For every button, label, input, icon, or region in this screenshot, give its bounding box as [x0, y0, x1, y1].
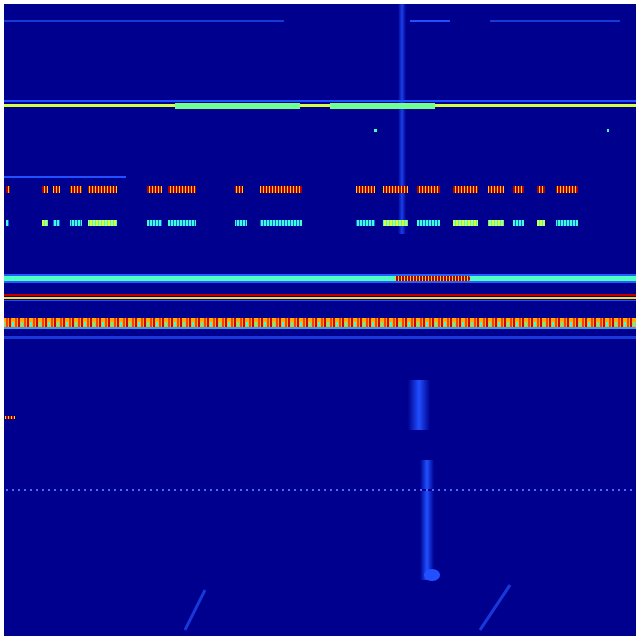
segment: [556, 186, 578, 193]
segment: [6, 186, 10, 193]
segment: [356, 186, 375, 193]
segment: [453, 186, 478, 193]
segment: [356, 220, 375, 226]
segment: [147, 220, 162, 226]
mixed-band: [4, 318, 636, 327]
faint-line: [490, 20, 620, 22]
segment: [488, 220, 504, 226]
green-segment: [330, 103, 435, 109]
segment: [537, 186, 545, 193]
segment: [168, 186, 196, 193]
faint-line: [4, 100, 636, 102]
segment: [488, 186, 504, 193]
segment: [6, 220, 9, 226]
green-segment: [175, 103, 300, 109]
segment: [235, 220, 247, 226]
segment: [42, 186, 48, 193]
yellow-line: [4, 104, 636, 107]
segment: [513, 220, 524, 226]
faint-line: [4, 20, 284, 22]
segment: [383, 186, 408, 193]
segment: [53, 220, 60, 226]
segment: [537, 220, 545, 226]
segment: [417, 220, 440, 226]
red-line: [4, 294, 636, 296]
small-mark: [607, 129, 609, 132]
small-mark: [374, 129, 377, 132]
segment: [168, 220, 196, 226]
vertical-line: [398, 4, 406, 234]
faint-line: [410, 20, 450, 22]
segment: [260, 186, 302, 193]
segment: [235, 186, 243, 193]
faint-line: [4, 327, 636, 329]
segment: [42, 220, 48, 226]
faint-line: [4, 176, 126, 178]
streak: [183, 589, 207, 631]
faint-line: [4, 336, 636, 339]
segment: [88, 220, 117, 226]
segment: [70, 186, 82, 193]
segment: [260, 220, 302, 226]
red-row: [6, 186, 578, 193]
streak: [478, 584, 512, 631]
faint-line: [4, 300, 636, 301]
cyan-row: [6, 220, 578, 226]
small-mark: [5, 416, 15, 419]
segment: [453, 220, 478, 226]
vertical-blob: [420, 460, 434, 580]
segment: [417, 186, 440, 193]
vertical-blob: [408, 380, 430, 430]
segment: [70, 220, 82, 226]
yellow-line: [4, 297, 636, 299]
segment: [88, 186, 117, 193]
orange-segment: [395, 276, 470, 281]
segment: [147, 186, 162, 193]
blob: [424, 569, 440, 581]
cyan-band: [4, 276, 636, 281]
segment: [383, 220, 408, 226]
dotted-row: [4, 489, 636, 491]
segment: [53, 186, 60, 193]
segment: [556, 220, 578, 226]
segment: [513, 186, 524, 193]
